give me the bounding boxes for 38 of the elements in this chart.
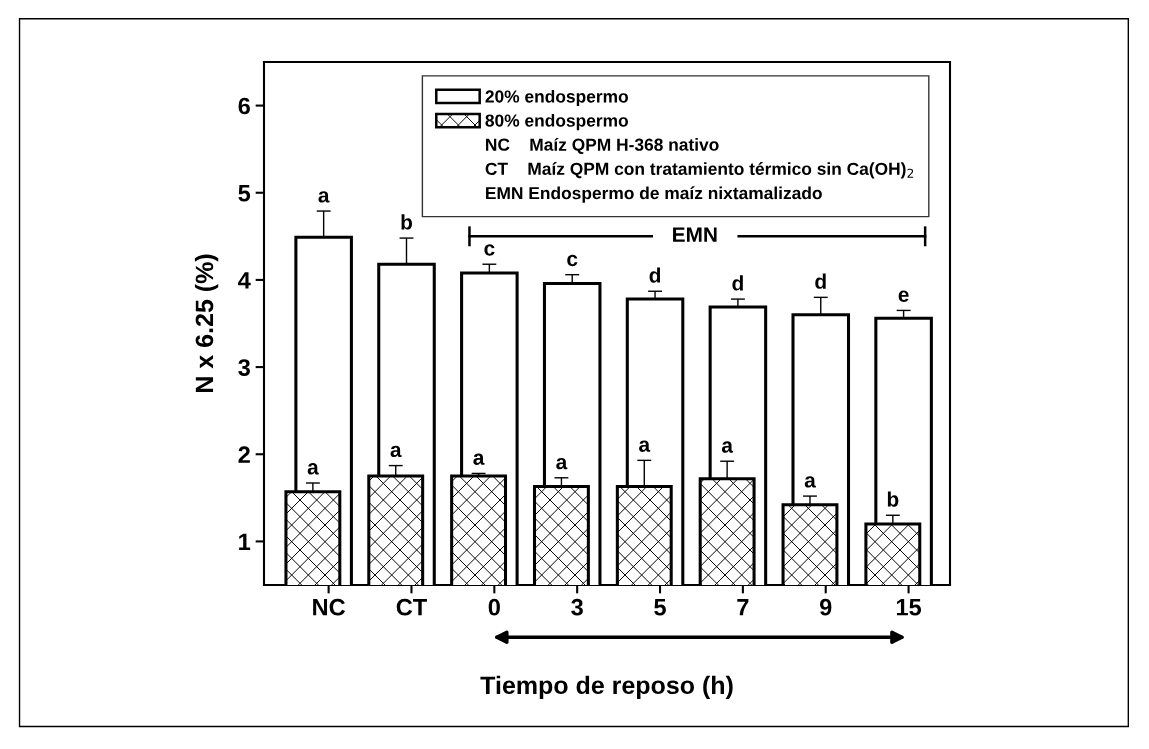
annotation: EMN: [673, 227, 717, 242]
x-tick-label: 0: [488, 598, 500, 616]
annotation: CT Maíz QPM con tratamiento térmico sin Ca(OH)$_{2}$: [485, 162, 914, 179]
annotation: c: [484, 244, 495, 256]
annotation: d: [815, 273, 826, 289]
x-tick-label: CT: [396, 598, 427, 616]
annotation: a: [804, 476, 816, 488]
annotation: a: [473, 453, 485, 465]
y-tick-label: 1: [239, 533, 251, 550]
annotation: a: [390, 445, 402, 458]
annotation: c: [567, 254, 578, 267]
annotation: NC Maíz QPM H-368 nativo: [486, 137, 719, 155]
x-tick-label: 5: [654, 599, 666, 616]
x-tick-label: 15: [896, 599, 922, 616]
y-tick-label: 6: [238, 97, 250, 115]
annotation: a: [721, 441, 734, 453]
legend-label: 20% endospermo: [485, 89, 628, 107]
x-tick-label: NC: [313, 598, 346, 616]
y-tick-label: 3: [238, 359, 250, 376]
annotation: e: [898, 290, 909, 302]
x-tick-label: 3: [571, 598, 583, 616]
x-tick-label: 9: [819, 598, 832, 616]
legend-label: 80% endospermo: [485, 113, 628, 131]
annotation: b: [887, 491, 899, 507]
y-tick-label: 2: [238, 446, 250, 463]
annotation: a: [639, 440, 651, 452]
annotation: EMN Endospermo de maíz nixtamalizado: [486, 186, 822, 203]
annotation: b: [401, 214, 413, 230]
annotation: a: [318, 191, 330, 203]
y-axis-title: N x 6.25 (%): [194, 254, 219, 392]
y-tick-label: 5: [238, 185, 251, 202]
annotation: d: [649, 267, 661, 283]
x-tick-label: 7: [737, 599, 749, 616]
annotation: a: [307, 463, 319, 475]
y-tick-label: 4: [238, 272, 251, 289]
annotation: d: [732, 275, 743, 291]
x-axis-title: Tiempo de reposo (h): [480, 675, 733, 700]
annotation: a: [556, 457, 568, 470]
